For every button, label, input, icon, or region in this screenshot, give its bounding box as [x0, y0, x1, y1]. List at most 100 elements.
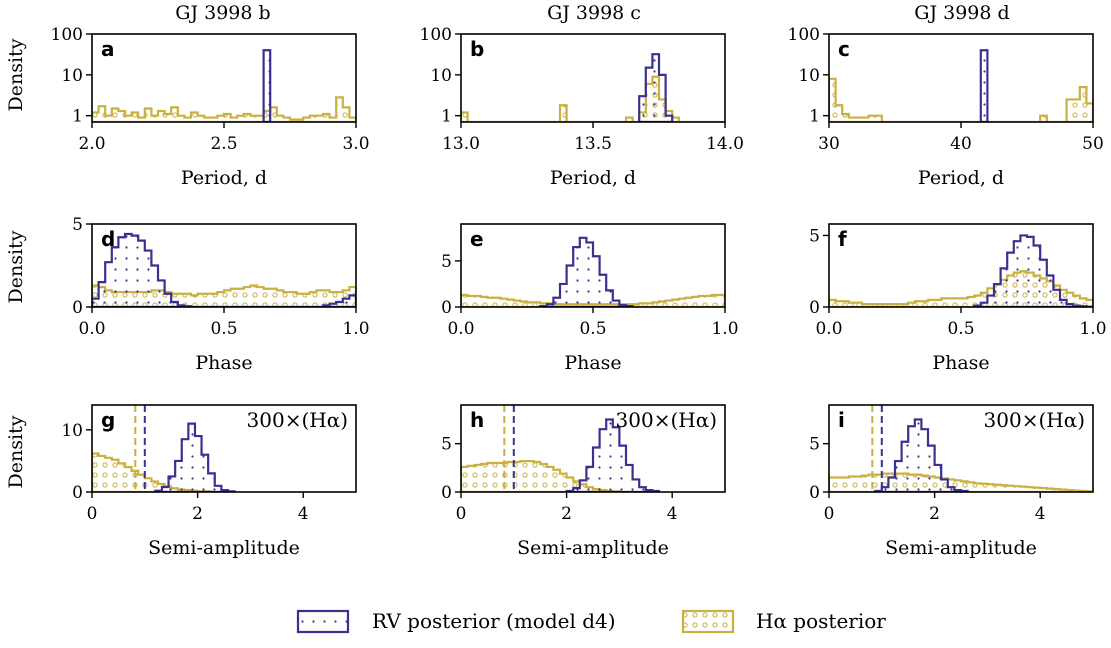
- legend-label-ha: Hα posterior: [756, 609, 886, 633]
- panel-letter: d: [101, 227, 115, 251]
- panel-data-group: [829, 405, 1093, 492]
- panel-d: 0.0 0.5 1.0 0 5 Phase d: [72, 215, 369, 374]
- y-tick-label: 0: [809, 483, 820, 503]
- x-axis-label: Phase: [195, 352, 252, 374]
- ylabel-row-3: Density: [5, 415, 27, 488]
- y-tick-label: 10: [61, 66, 83, 86]
- axes-frame: [91, 33, 357, 123]
- panel-c: 30 40 50 1 10 100 Period, d c: [788, 25, 1104, 189]
- y-tick-label: 10: [798, 66, 820, 86]
- x-tick-label: 2: [561, 504, 572, 524]
- x-tick-label: 1.0: [711, 319, 738, 339]
- rv-histogram: [973, 234, 1093, 307]
- panel-data-group: [829, 49, 1093, 122]
- y-tick-label: 10: [430, 66, 452, 86]
- y-tick-label: 0: [809, 298, 820, 318]
- y-tick-label: 1: [441, 107, 452, 127]
- x-tick-label: 4: [667, 504, 678, 524]
- panel-letter: f: [838, 227, 847, 251]
- ha-histogram: [92, 96, 356, 122]
- panel-data-group: [461, 405, 661, 492]
- y-tick-label: 5: [809, 435, 820, 455]
- x-tick-label: 0: [456, 504, 467, 524]
- axes-frame: [828, 33, 1094, 123]
- rv-histogram: [874, 418, 969, 492]
- x-tick-label: 2.0: [78, 134, 105, 154]
- panel-letter: i: [838, 408, 845, 432]
- y-tick-label: 0: [72, 298, 83, 318]
- axes-frame: [91, 404, 357, 493]
- axes-frame: [460, 33, 726, 123]
- ylabel-row-2: Density: [5, 230, 27, 303]
- x-tick-label: 13.0: [442, 134, 480, 154]
- rv-histogram: [92, 232, 356, 307]
- rv-histogram: [565, 418, 661, 492]
- legend-swatch-rv: [296, 609, 350, 634]
- x-tick-label: 0.5: [579, 319, 606, 339]
- y-tick-label: 100: [788, 25, 820, 45]
- x-axis-label: Period, d: [550, 167, 636, 189]
- scale-annotation: 300×(Hα): [984, 408, 1085, 432]
- panel-a: 2.0 2.5 3.0 1 10 100 Period, d a: [51, 25, 370, 189]
- ylabel-row-1: Density: [5, 38, 27, 111]
- x-tick-label: 0: [824, 504, 835, 524]
- y-tick-label: 1: [72, 107, 83, 127]
- x-tick-label: 0: [87, 504, 98, 524]
- x-tick-label: 4: [1035, 504, 1046, 524]
- y-tick-label: 100: [420, 25, 452, 45]
- x-tick-label: 50: [1082, 134, 1104, 154]
- y-tick-label: 5: [441, 252, 452, 272]
- panel-i: 0 2 4 0 5 Semi-amplitude i 300×(Hα): [809, 404, 1094, 559]
- column-title-c: GJ 3998 c: [547, 2, 641, 24]
- x-tick-label: 2.5: [210, 134, 237, 154]
- x-tick-label: 2: [192, 504, 203, 524]
- panel-h: 0 2 4 0 5 Semi-amplitude h 300×(Hα): [441, 404, 726, 559]
- rv-histogram: [154, 422, 236, 492]
- panel-data-group: [461, 236, 725, 307]
- panel-letter: c: [838, 37, 850, 61]
- rv-histogram: [262, 49, 272, 122]
- panel-data-group: [92, 49, 356, 122]
- panel-data-group: [92, 232, 356, 307]
- y-tick-label: 1: [809, 107, 820, 127]
- x-tick-label: 0.5: [947, 319, 974, 339]
- panel-letter: g: [101, 408, 115, 432]
- x-tick-label: 13.5: [574, 134, 612, 154]
- panel-e: 0.0 0.5 1.0 0 5 Phase e: [441, 223, 739, 374]
- axes-frame: [460, 404, 726, 493]
- panel-f: 0.0 0.5 1.0 0 5 Phase f: [809, 223, 1107, 374]
- x-axis-label: Period, d: [918, 167, 1004, 189]
- x-tick-label: 1.0: [1079, 319, 1106, 339]
- x-axis-label: Phase: [564, 352, 621, 374]
- y-tick-label: 10: [61, 421, 83, 441]
- column-title-d: GJ 3998 d: [914, 2, 1009, 24]
- ha-histogram: [829, 77, 1093, 122]
- panel-data-group: [461, 53, 725, 122]
- legend: RV posterior (model d4) Hα posterior: [296, 609, 886, 634]
- x-tick-label: 14.0: [706, 134, 744, 154]
- x-axis-label: Semi-amplitude: [148, 537, 300, 559]
- y-tick-label: 5: [441, 435, 452, 455]
- column-title-b: GJ 3998 b: [175, 2, 270, 24]
- x-tick-label: 0.0: [78, 319, 105, 339]
- x-axis-label: Semi-amplitude: [885, 537, 1037, 559]
- ha-histogram: [461, 75, 725, 122]
- rv-histogram: [638, 53, 674, 122]
- legend-swatch-ha: [681, 609, 735, 634]
- x-tick-label: 2: [929, 504, 940, 524]
- axes-frame: [828, 404, 1094, 493]
- y-tick-label: 0: [441, 483, 452, 503]
- x-tick-label: 4: [298, 504, 309, 524]
- x-axis-label: Phase: [932, 352, 989, 374]
- y-tick-label: 0: [441, 298, 452, 318]
- panel-b: 13.0 13.5 14.0 1 10 100 Period, d b: [420, 25, 744, 189]
- y-tick-label: 5: [72, 215, 83, 235]
- panel-letter: a: [101, 37, 115, 61]
- panel-g: 0 2 4 0 10 Semi-amplitude g 300×(Hα): [61, 404, 357, 559]
- rv-histogram: [979, 49, 989, 122]
- y-tick-label: 100: [51, 25, 83, 45]
- x-tick-label: 0.5: [210, 319, 237, 339]
- panel-data-group: [829, 234, 1093, 307]
- x-tick-label: 1.0: [342, 319, 369, 339]
- y-tick-label: 0: [72, 483, 83, 503]
